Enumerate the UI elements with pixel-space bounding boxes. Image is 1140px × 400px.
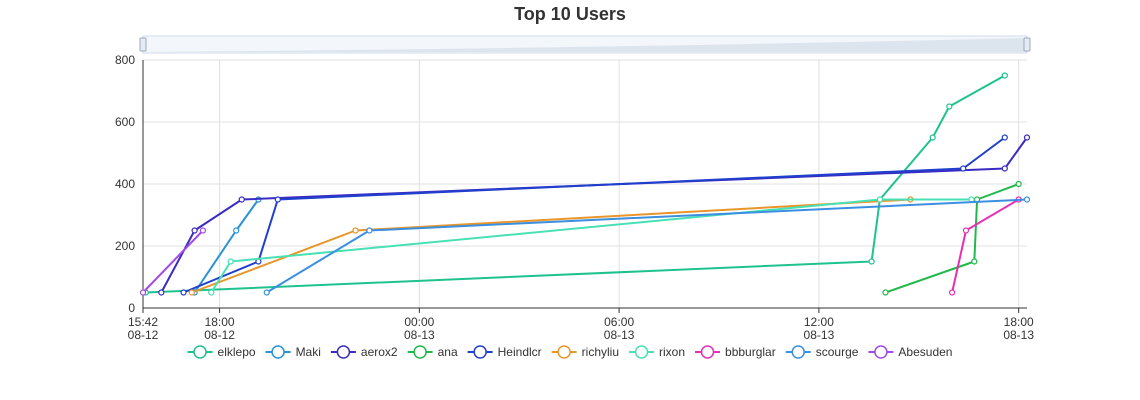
- legend-item-aerox2[interactable]: aerox2: [330, 345, 398, 359]
- legend-item-Heindlcr[interactable]: Heindlcr: [467, 345, 542, 359]
- series-Heindlcr: [180, 134, 1008, 296]
- x-tick-label: 18:00: [1004, 315, 1034, 329]
- x-tick-label: 15:42: [128, 315, 158, 329]
- data-point[interactable]: [274, 196, 281, 203]
- legend-symbol-marker: [791, 345, 805, 359]
- data-point[interactable]: [191, 227, 198, 234]
- x-tick-label: 18:00: [205, 315, 235, 329]
- data-point[interactable]: [1001, 165, 1008, 172]
- data-point[interactable]: [199, 227, 207, 234]
- data-point[interactable]: [962, 227, 970, 234]
- data-point[interactable]: [1001, 134, 1008, 141]
- legend-label: Heindlcr: [498, 345, 542, 359]
- data-point[interactable]: [352, 227, 359, 234]
- legend-item-richyliu[interactable]: richyliu: [551, 345, 619, 359]
- y-tick-label: 600: [115, 115, 135, 129]
- y-tick-label: 200: [115, 239, 135, 253]
- data-point[interactable]: [263, 289, 270, 296]
- data-point[interactable]: [929, 134, 936, 141]
- x-tick-sublabel: 08-13: [604, 328, 635, 342]
- data-point[interactable]: [1023, 196, 1031, 203]
- data-point[interactable]: [868, 258, 875, 265]
- series-line: [142, 229, 204, 294]
- series-line: [145, 74, 1006, 294]
- legend-symbol-marker: [634, 345, 649, 359]
- legend-label: rixon: [659, 345, 685, 359]
- legend-symbol-marker: [700, 345, 715, 359]
- legend-symbol-marker: [413, 345, 427, 359]
- series-line: [160, 136, 1028, 293]
- legend-symbol-marker: [271, 345, 285, 359]
- axes: 020040060080015:4208-1218:0008-1200:0008…: [115, 53, 1034, 342]
- legend-label: bbburglar: [725, 345, 776, 359]
- series-rixon: [208, 196, 975, 296]
- series-Abesuden: [139, 227, 207, 296]
- x-tick-label: 12:00: [804, 315, 834, 329]
- legend-label: Abesuden: [898, 345, 952, 359]
- x-tick-sublabel: 08-12: [204, 328, 235, 342]
- data-point[interactable]: [1001, 72, 1008, 79]
- slider-handle-right[interactable]: [1023, 37, 1031, 52]
- data-point[interactable]: [1023, 134, 1031, 141]
- legend-item-rixon[interactable]: rixon: [629, 345, 685, 359]
- x-tick-sublabel: 08-12: [128, 328, 159, 342]
- data-zoom-slider[interactable]: [139, 35, 1031, 54]
- series-line: [885, 183, 1020, 294]
- legend-label: elklepo: [218, 345, 256, 359]
- series-scourge: [263, 196, 1031, 296]
- x-tick-sublabel: 08-13: [1003, 328, 1034, 342]
- data-point[interactable]: [227, 258, 234, 265]
- data-point[interactable]: [238, 196, 245, 203]
- legend-symbol-marker: [473, 345, 487, 359]
- legend-symbol-marker: [336, 345, 351, 359]
- data-point[interactable]: [948, 289, 956, 296]
- series-aerox2: [158, 134, 1031, 296]
- series-ana: [882, 180, 1022, 296]
- legend-label: aerox2: [361, 345, 398, 359]
- data-point[interactable]: [1015, 180, 1022, 188]
- legend-item-Abesuden[interactable]: Abesuden: [868, 345, 952, 359]
- y-tick-label: 800: [115, 53, 135, 67]
- slider-shadow-area: [143, 38, 1027, 52]
- legend-item-scourge[interactable]: scourge: [785, 345, 859, 359]
- data-point[interactable]: [946, 103, 953, 110]
- legend-label: ana: [438, 345, 458, 359]
- data-point[interactable]: [960, 165, 967, 172]
- series-richyliu: [188, 196, 914, 296]
- legend-symbol-marker: [874, 345, 888, 359]
- series-group: [139, 72, 1031, 296]
- data-point[interactable]: [188, 289, 195, 296]
- data-point[interactable]: [233, 227, 240, 234]
- legend-label: Maki: [296, 345, 321, 359]
- legend-item-ana[interactable]: ana: [407, 345, 458, 359]
- data-point[interactable]: [139, 289, 147, 296]
- legend-label: richyliu: [582, 345, 619, 359]
- x-tick-sublabel: 08-13: [804, 328, 835, 342]
- data-point[interactable]: [876, 196, 884, 203]
- series-line: [210, 198, 972, 294]
- y-tick-label: 400: [115, 177, 135, 191]
- data-point[interactable]: [208, 289, 215, 296]
- legend-symbol-marker: [193, 345, 207, 359]
- legend-item-elklepo[interactable]: elklepo: [187, 345, 256, 359]
- legend-symbol-marker: [557, 345, 571, 359]
- data-point[interactable]: [971, 258, 978, 265]
- chart-title: Top 10 Users: [514, 4, 626, 24]
- data-point[interactable]: [158, 289, 165, 296]
- legend-label: scourge: [816, 345, 859, 359]
- legend: elklepo Maki aerox2 ana Heindlcr richyliu rixo…: [187, 345, 952, 359]
- legend-item-bbburglar[interactable]: bbburglar: [695, 345, 776, 359]
- x-tick-label: 00:00: [404, 315, 434, 329]
- x-tick-sublabel: 08-13: [404, 328, 435, 342]
- data-point[interactable]: [366, 227, 373, 234]
- legend-item-Maki[interactable]: Maki: [265, 345, 321, 359]
- data-point[interactable]: [882, 289, 889, 296]
- y-tick-label: 0: [128, 301, 135, 315]
- slider-handle-left[interactable]: [139, 37, 147, 52]
- x-tick-label: 06:00: [604, 315, 634, 329]
- data-point[interactable]: [180, 289, 187, 296]
